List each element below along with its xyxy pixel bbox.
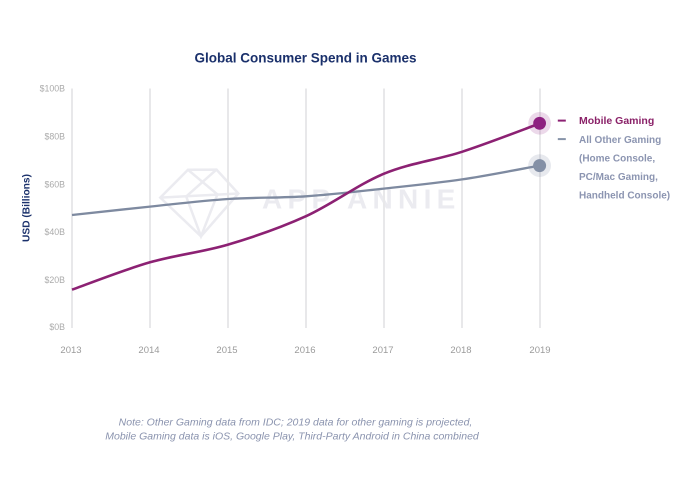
- svg-text:$100B: $100B: [40, 84, 66, 94]
- svg-text:PC/Mac Gaming,: PC/Mac Gaming,: [579, 172, 658, 183]
- svg-text:Mobile Gaming: Mobile Gaming: [579, 115, 654, 127]
- svg-text:2018: 2018: [450, 345, 471, 356]
- svg-text:$60B: $60B: [44, 179, 65, 189]
- svg-text:Note: Other Gaming data from I: Note: Other Gaming data from IDC; 2019 d…: [119, 417, 473, 429]
- svg-text:2019: 2019: [529, 345, 550, 356]
- svg-text:Mobile Gaming data is iOS, Goo: Mobile Gaming data is iOS, Google Play, …: [105, 430, 480, 442]
- svg-text:$40B: $40B: [44, 227, 65, 237]
- svg-text:$20B: $20B: [44, 275, 65, 285]
- svg-text:Global Consumer Spend in Games: Global Consumer Spend in Games: [194, 51, 416, 66]
- svg-text:2015: 2015: [216, 345, 237, 356]
- svg-text:Handheld Console): Handheld Console): [579, 191, 670, 202]
- svg-text:2013: 2013: [60, 345, 81, 356]
- svg-text:$0B: $0B: [49, 322, 65, 332]
- svg-text:All Other Gaming: All Other Gaming: [579, 135, 661, 146]
- svg-text:2014: 2014: [138, 345, 159, 356]
- svg-text:(Home Console,: (Home Console,: [579, 154, 655, 165]
- svg-text:USD (Billions): USD (Billions): [22, 174, 33, 242]
- svg-text:2016: 2016: [294, 345, 315, 356]
- svg-text:APP ANNIE: APP ANNIE: [262, 184, 461, 215]
- svg-text:2017: 2017: [372, 345, 393, 356]
- svg-text:$80B: $80B: [44, 131, 65, 141]
